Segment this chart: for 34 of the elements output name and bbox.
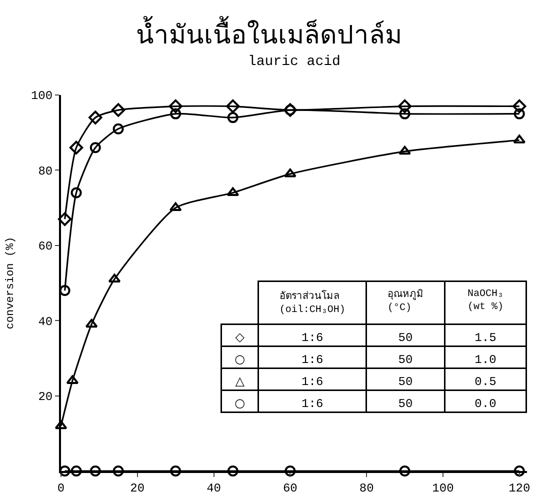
chart-title: น้ำมันเนื้อในเมล็ดปาล์ม bbox=[136, 15, 402, 50]
x-tick-label: 120 bbox=[508, 481, 530, 496]
x-tick-label: 80 bbox=[359, 481, 374, 496]
x-tick-label: 40 bbox=[206, 481, 221, 496]
annotation: 1:6 bbox=[302, 375, 324, 390]
y-tick-label: 40 bbox=[38, 314, 53, 329]
annotation: อัตราส่วนโมล (oil:CH₃OH) bbox=[279, 289, 346, 316]
annotation: 50 bbox=[398, 375, 413, 390]
annotation: ○ bbox=[234, 396, 246, 410]
annotation: 1:6 bbox=[302, 331, 324, 346]
x-tick-label: 60 bbox=[282, 481, 298, 496]
y-axis-title: conversion (%) bbox=[5, 236, 18, 330]
x-tick-label: 100 bbox=[432, 481, 454, 496]
annotation: 1.0 bbox=[474, 353, 496, 368]
annotation: NaOCH₃ (wt %) bbox=[467, 289, 504, 314]
annotation: 1.5 bbox=[474, 331, 496, 346]
annotation: อุณหภูมิ (°C) bbox=[387, 289, 424, 314]
annotation: ○ bbox=[234, 352, 246, 366]
y-tick-label: 80 bbox=[38, 164, 53, 178]
annotation: 1:6 bbox=[302, 353, 324, 368]
chart-subtitle: lauric acid bbox=[248, 54, 340, 70]
y-tick-label: 20 bbox=[38, 390, 53, 404]
x-tick-label: 20 bbox=[130, 481, 145, 496]
x-tick-label: 0 bbox=[57, 481, 65, 496]
y-tick-label: 60 bbox=[38, 240, 53, 254]
annotation: 1:6 bbox=[302, 397, 324, 412]
annotation: 0.5 bbox=[474, 375, 496, 390]
y-tick-label: 100 bbox=[30, 89, 53, 104]
annotation: 0.0 bbox=[474, 397, 496, 412]
annotation: 50 bbox=[398, 353, 413, 368]
annotation: 50 bbox=[398, 331, 413, 346]
annotation: 50 bbox=[398, 397, 413, 412]
annotation: △ bbox=[235, 374, 246, 388]
annotation: ◇ bbox=[235, 330, 246, 344]
